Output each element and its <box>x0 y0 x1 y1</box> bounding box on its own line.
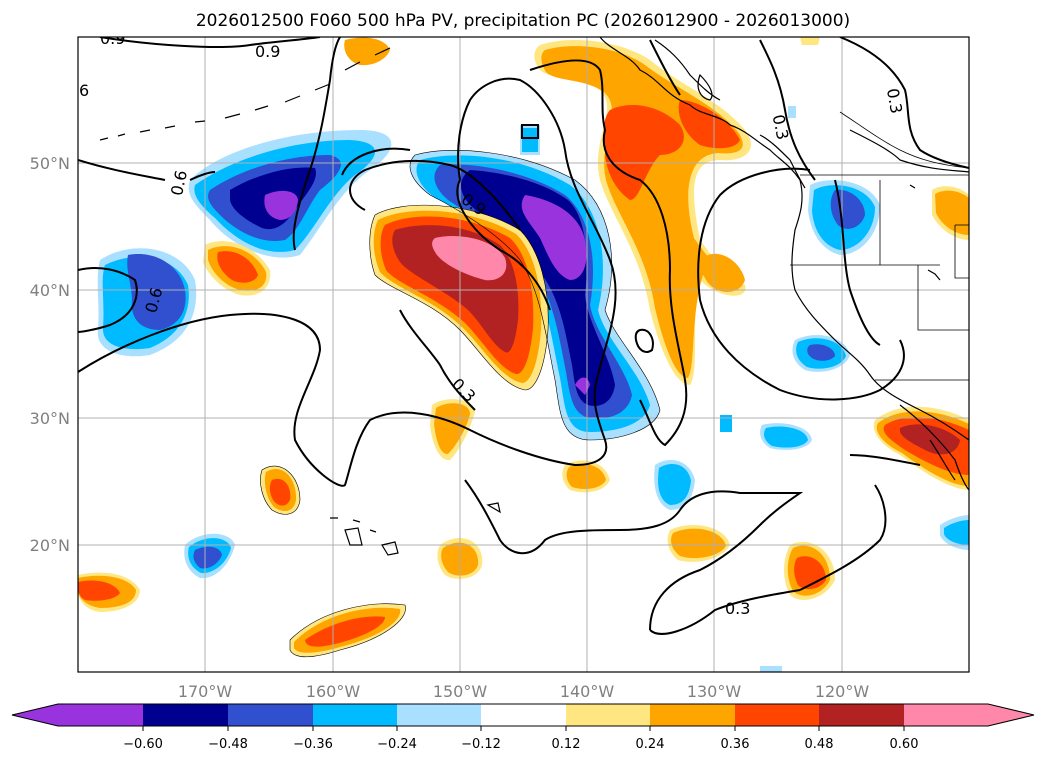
colorbar-tick-label: −0.48 <box>208 737 248 752</box>
colorbar-ticks <box>142 726 905 731</box>
precip-shading <box>78 37 969 672</box>
colorbar-tick-label: −0.60 <box>123 737 163 752</box>
colorbar-tick-label: 0.48 <box>805 737 834 752</box>
colorbar: −0.60 −0.48 −0.36 −0.24 −0.12 0.12 0.24 … <box>11 703 1035 752</box>
colorbar-tick-label: 0.60 <box>890 737 919 752</box>
lon-tick-label: 160°W <box>306 682 361 701</box>
lon-tick-label: 170°W <box>178 682 233 701</box>
map-panel: 0.9 0.9 6 0.6 0.9 0.6 0.3 0.3 0.3 0.3 <box>77 29 970 673</box>
lon-tick-labels: 170°W 160°W 150°W 140°W 130°W 120°W <box>178 682 870 701</box>
contour-label: 0.3 <box>725 599 750 618</box>
colorbar-tick-label: 0.24 <box>636 737 665 752</box>
contour-label: 0.6 <box>167 169 191 198</box>
lon-tick-label: 130°W <box>687 682 742 701</box>
lat-tick-label: 20°N <box>30 536 70 555</box>
lat-tick-label: 50°N <box>30 154 70 173</box>
lon-tick-label: 120°W <box>815 682 870 701</box>
map-frame <box>77 36 970 673</box>
colorbar-tick-label: −0.36 <box>293 737 333 752</box>
shading-outlines <box>260 150 661 658</box>
lon-tick-label: 150°W <box>433 682 488 701</box>
colorbar-tick-label: −0.12 <box>461 737 501 752</box>
lat-tick-label: 40°N <box>30 281 70 300</box>
colorbar-tick-label: 0.12 <box>552 737 581 752</box>
colorbar-tick-label: −0.24 <box>377 737 417 752</box>
contour-label: 6 <box>79 81 89 100</box>
pv-contours <box>78 37 969 635</box>
lat-tick-label: 30°N <box>30 409 70 428</box>
lat-tick-labels: 50°N 40°N 30°N 20°N <box>30 154 70 555</box>
lon-tick-label: 140°W <box>560 682 615 701</box>
colorbar-extend-high <box>988 704 1034 726</box>
graticule <box>78 37 969 672</box>
contour-label: 0.3 <box>883 87 906 115</box>
coastlines <box>99 37 969 556</box>
figure-title: 2026012500 F060 500 hPa PV, precipitatio… <box>196 11 850 31</box>
colorbar-tick-label: 0.36 <box>721 737 750 752</box>
contour-label: 0.9 <box>100 29 125 48</box>
colorbar-extend-low <box>12 704 58 726</box>
contour-label: 0.9 <box>255 42 280 61</box>
contour-label: 0.3 <box>769 113 793 142</box>
